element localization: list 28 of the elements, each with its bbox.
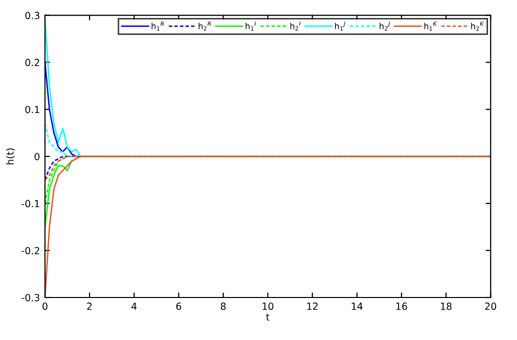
x-tick-label: 14 — [352, 302, 363, 310]
legend-label: h$_{2}$$^{R}$ — [198, 22, 211, 30]
legend-label: h$_{2}$$^{J}$ — [380, 22, 390, 30]
x-tick-label: 8 — [220, 302, 226, 310]
x-tick-label: 2 — [87, 302, 92, 310]
y-axis-title: h(t) — [6, 148, 15, 164]
y-tick-label: 0.3 — [25, 12, 40, 20]
y-tick-label: 0.1 — [25, 106, 40, 114]
legend-label: h$_{1}$$^{K}$ — [424, 22, 438, 30]
x-tick-label: 20 — [485, 302, 496, 310]
x-tick-label: 0 — [42, 302, 48, 310]
legend-label: h$_{1}$$^{R}$ — [152, 22, 164, 30]
x-tick-label: 18 — [440, 302, 452, 310]
x-tick-label: 6 — [176, 302, 182, 310]
legend-label: h$_{1}$$^{I}$ — [246, 22, 256, 30]
legend-label: h$_{2}$$^{I}$ — [290, 22, 301, 30]
x-tick-label: 16 — [396, 302, 408, 310]
y-tick-label: -0.2 — [22, 246, 40, 254]
legend-label: h$_{2}$$^{K}$ — [471, 22, 484, 30]
y-tick-label: -0.1 — [22, 200, 40, 208]
x-axis-title: t — [266, 314, 270, 321]
x-tick-label: 4 — [131, 302, 137, 310]
y-tick-label: 0 — [34, 152, 40, 160]
legend-label: h$_{1}$$^{J}$ — [335, 22, 346, 30]
x-tick-label: 10 — [262, 302, 274, 310]
y-tick-label: -0.3 — [22, 294, 40, 302]
y-tick-label: 0.2 — [25, 58, 40, 66]
x-tick-label: 12 — [307, 302, 318, 310]
